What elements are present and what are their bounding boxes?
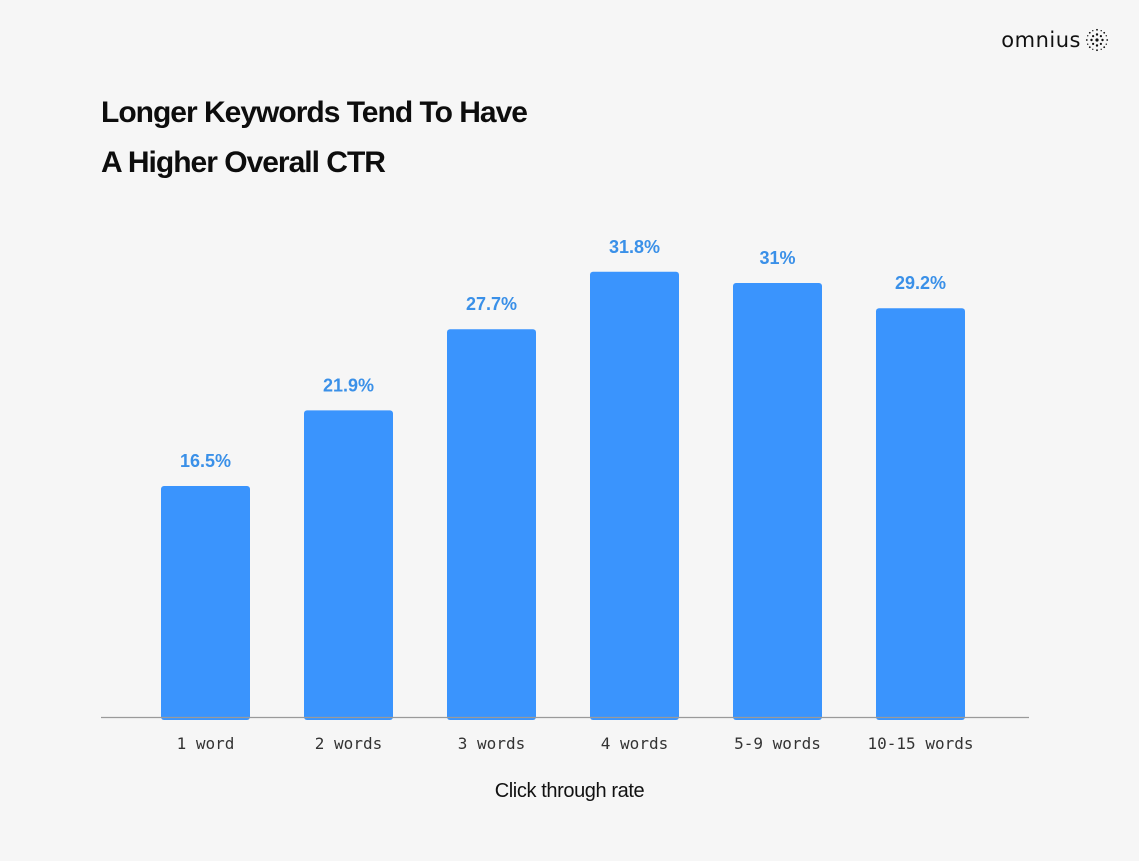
bar-value-label-4: 31%	[759, 248, 795, 268]
chart-title-line-2: A Higher Overall CTR	[101, 146, 386, 179]
bar-value-label-5: 29.2%	[895, 273, 946, 293]
bar-2	[447, 329, 536, 720]
x-tick-label-5: 10-15 words	[868, 734, 974, 753]
bar-value-label-2: 27.7%	[466, 294, 517, 314]
bar-value-label-3: 31.8%	[609, 237, 660, 257]
bar-4	[733, 283, 822, 720]
chart-title: Longer Keywords Tend To Have A Higher Ov…	[101, 88, 528, 188]
brand-name: omnius	[1001, 28, 1081, 52]
chart-title-line-1: Longer Keywords Tend To Have	[101, 96, 528, 129]
bar-value-label-0: 16.5%	[180, 451, 231, 471]
brand-logo: omnius	[1001, 28, 1109, 52]
x-axis-label: Click through rate	[494, 780, 645, 802]
dotted-sphere-icon	[1085, 28, 1109, 52]
x-tick-label-1: 2 words	[315, 734, 382, 753]
bar-5	[876, 308, 965, 720]
bar-3	[590, 271, 679, 720]
x-tick-label-0: 1 word	[177, 734, 235, 753]
x-tick-label-3: 4 words	[601, 734, 668, 753]
bar-0	[161, 486, 250, 720]
bar-value-label-1: 21.9%	[323, 375, 374, 395]
x-tick-label-4: 5-9 words	[734, 734, 821, 753]
bar-1	[304, 410, 393, 720]
x-tick-label-2: 3 words	[458, 734, 525, 753]
